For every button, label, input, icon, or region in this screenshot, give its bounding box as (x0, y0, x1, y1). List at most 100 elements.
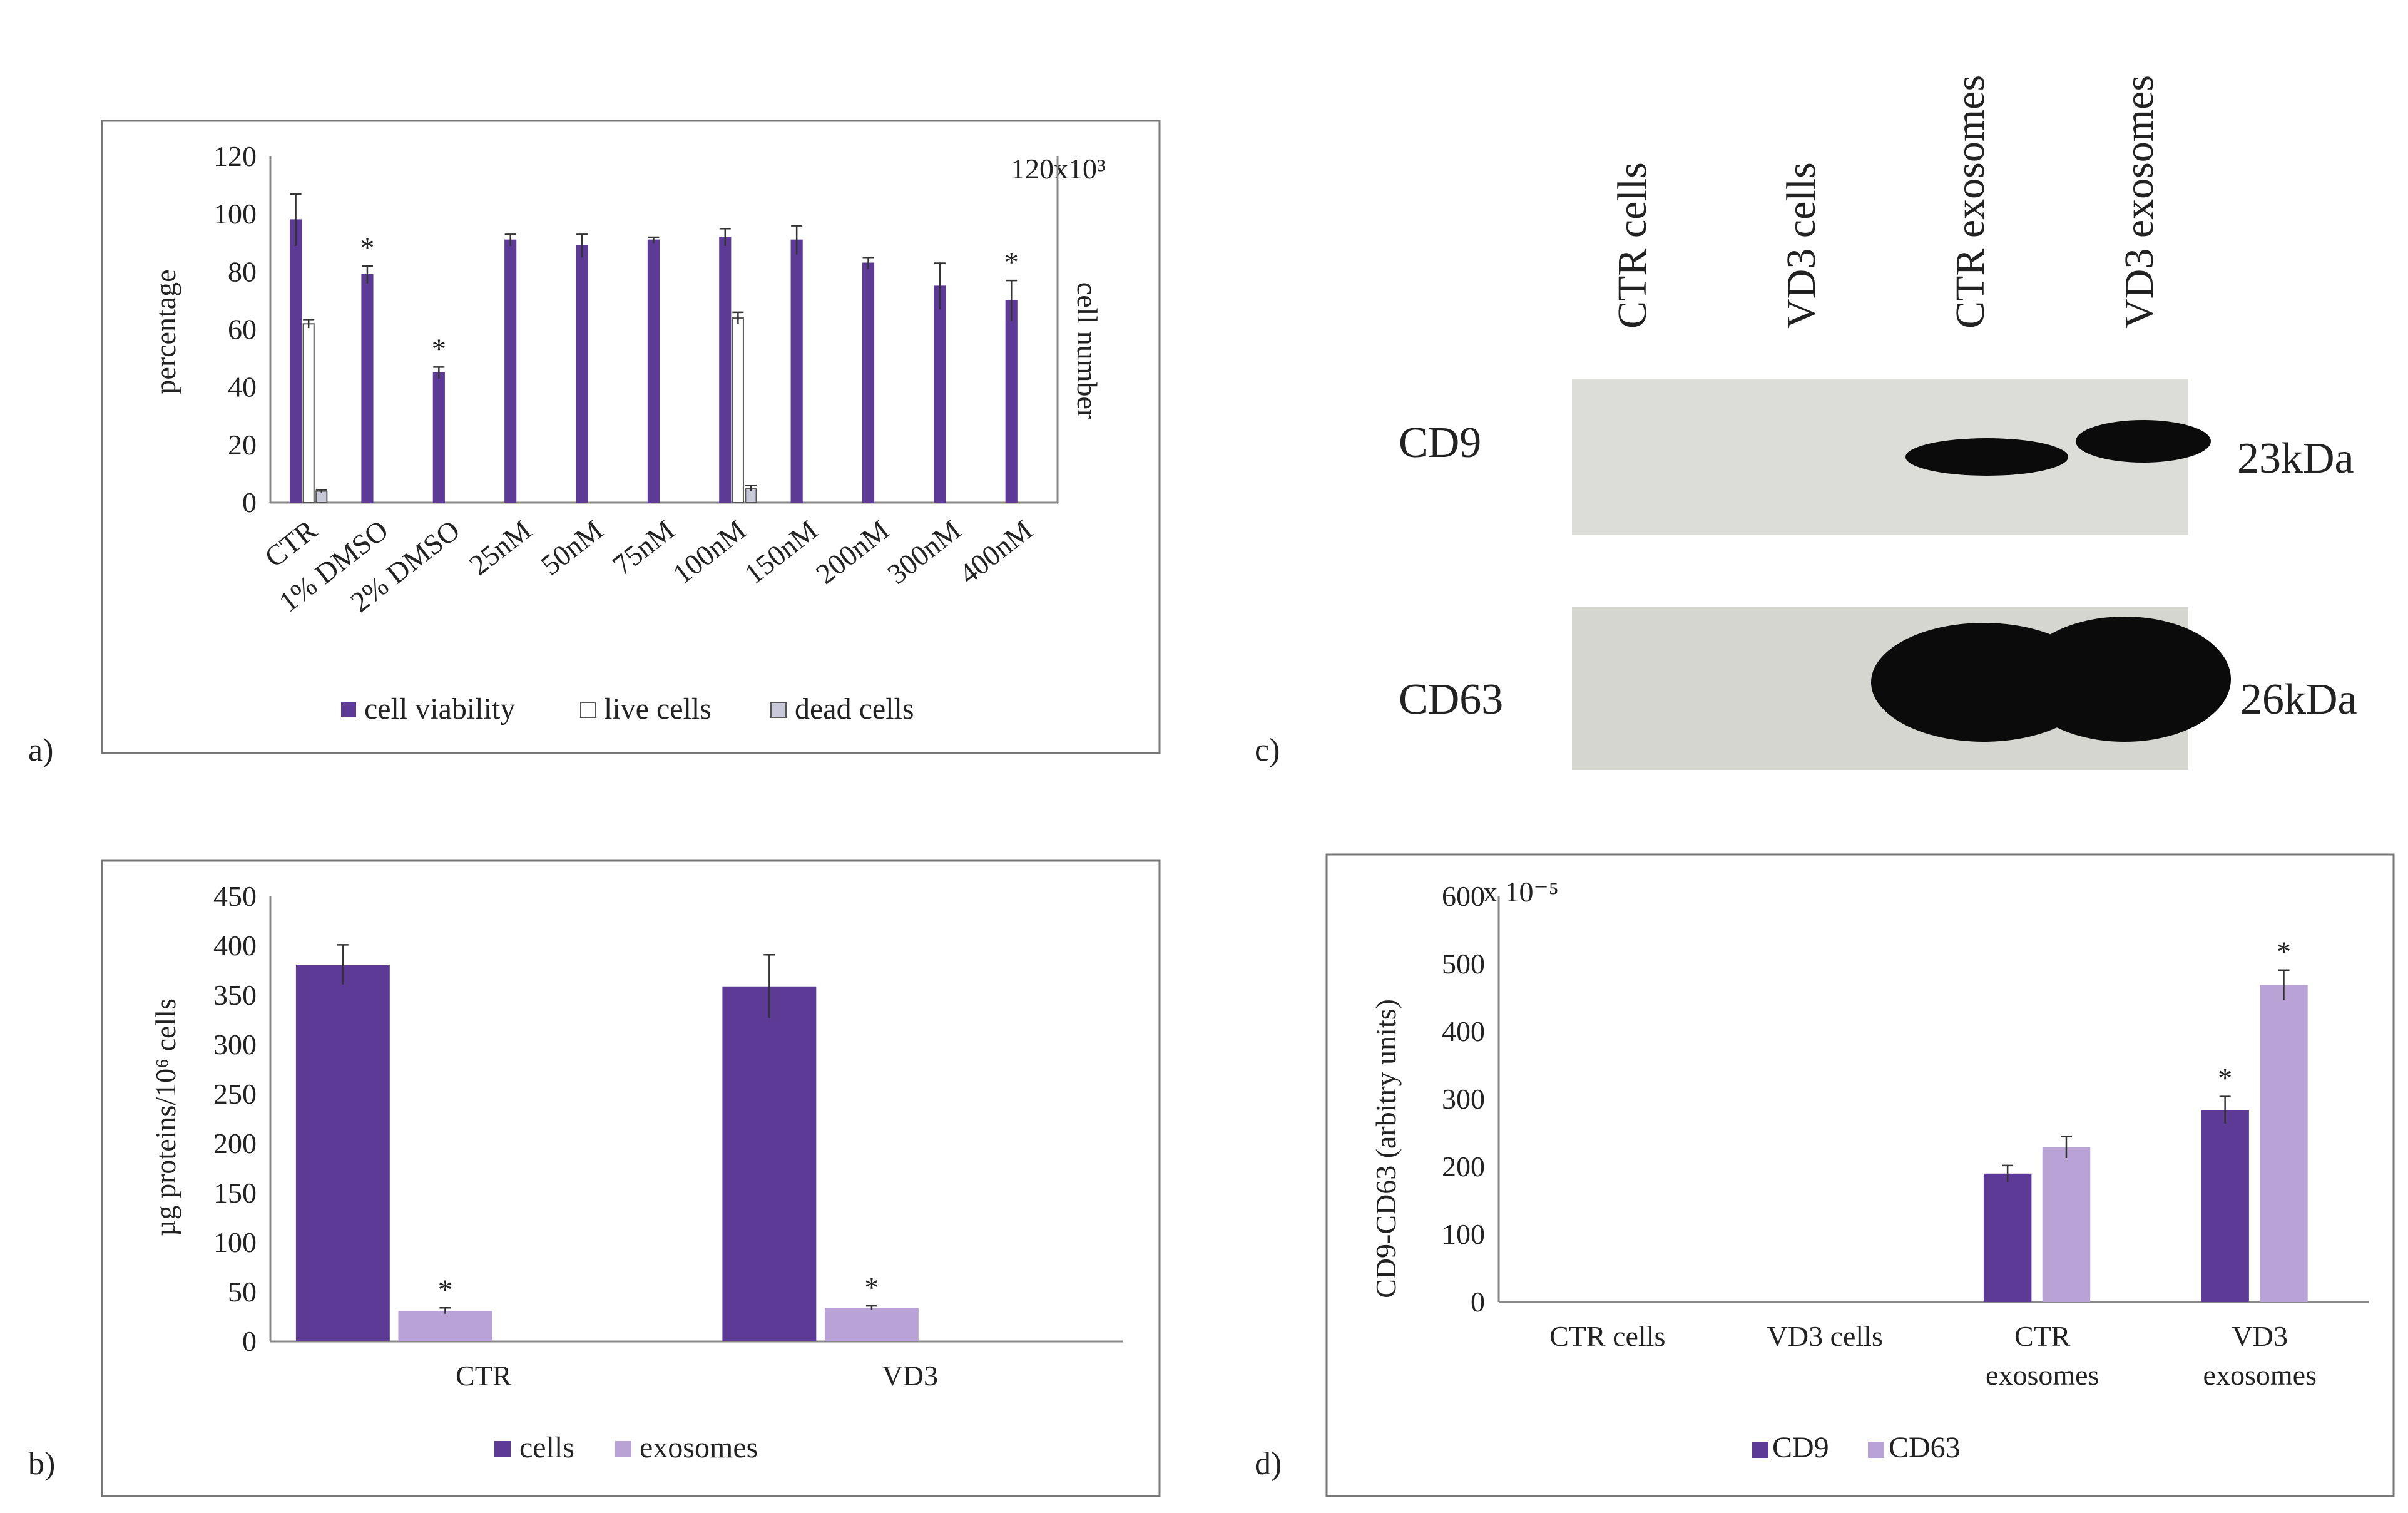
bar-dead-cells-ctr (315, 490, 328, 503)
band-cd9-vd3-exosomes (2076, 420, 2211, 463)
y-tick-label: 300 (213, 1028, 257, 1060)
bar-exosomes-vd3 (824, 1308, 919, 1341)
bar-cd9-vd3-exosomes (2201, 1110, 2249, 1302)
significance-mark: * (864, 1271, 879, 1303)
panel-d-legend: CD9 CD63 (1752, 1431, 1961, 1464)
x-tick-label-line: VD3 (882, 1360, 938, 1392)
lane-label-ctr-exosomes: CTR exosomes (1947, 75, 1993, 329)
x-tick-label: VD3 cells (1767, 1320, 1883, 1352)
bar-cell-viability-400nm (1005, 300, 1018, 503)
legend-label-cells: cells (519, 1431, 574, 1464)
y-tick-label: 350 (213, 979, 257, 1011)
y-tick-label: 400 (1442, 1015, 1485, 1047)
y-tick-label: 400 (213, 930, 257, 962)
y-tick-label: 200 (1442, 1151, 1485, 1182)
y-tick-label: 150 (213, 1177, 257, 1209)
panel-d-plot: 0 100 200 300 400 500 600 CTR cells VD3 cells CTR… (1442, 880, 2369, 1391)
bar-cd63-vd3-exosomes (2260, 985, 2308, 1302)
x-tick-label: 100nM (666, 514, 752, 590)
x-tick-label: 400nM (953, 514, 1038, 590)
y-tick-label: 600 (1442, 880, 1485, 912)
x-tick-label: CTR (456, 1360, 512, 1392)
bar-cell-viability-2-dmso (432, 372, 445, 503)
x-tick-label: CTR exosomes (1986, 1320, 2099, 1391)
y-tick-label: 20 (228, 429, 257, 461)
x-tick-label-line: VD3 cells (1767, 1320, 1883, 1352)
legend-label-dead-cells: dead cells (795, 692, 914, 726)
x-tick-label-line: exosomes (2203, 1359, 2317, 1391)
panel-b-label: b) (28, 1446, 55, 1482)
panel-b-plot: 0 50 100 150 200 250 300 350 400 450 * CTR * VD3 (213, 880, 1123, 1392)
panel-d-frame (1325, 853, 2395, 1497)
significance-mark: * (1004, 246, 1019, 278)
x-tick-label: 300nM (881, 514, 966, 590)
blot-row-label-cd63: CD63 (1399, 675, 1503, 724)
bar-cell-viability-25nm (504, 239, 517, 503)
y-tick-label: 300 (1442, 1083, 1485, 1115)
x-tick-label-line: exosomes (1986, 1359, 2099, 1391)
panel-d-exponent-label: x 10⁻⁵ (1483, 876, 1559, 908)
bar-cells-ctr (295, 965, 390, 1341)
x-tick-label: CTR cells (1549, 1320, 1665, 1352)
blot-row-label-cd9: CD9 (1399, 419, 1481, 467)
panel-a-label: a) (28, 732, 53, 768)
legend-label-cell-viability: cell viability (364, 692, 515, 726)
panel-d: d) CD9-CD63 (arbitry units) x 10⁻⁵ 0 100 2… (1255, 853, 2395, 1497)
bar-cd63-ctr-exosomes (2042, 1147, 2091, 1302)
y-tick-label: 100 (213, 198, 257, 230)
bar-cd9-ctr-exosomes (1983, 1173, 2032, 1302)
band-cd63-vd3-exosomes (2018, 617, 2231, 742)
legend-label-cd63: CD63 (1889, 1431, 1961, 1464)
legend-swatch-cd63 (1868, 1442, 1884, 1458)
y-tick-label: 0 (242, 486, 257, 518)
legend-swatch-cell-viability (341, 702, 356, 717)
panel-a-legend: cell viability live cells dead cells (341, 692, 914, 726)
bar-cell-viability-100nm (719, 237, 732, 503)
legend-swatch-dead-cells (770, 702, 787, 718)
x-tick-label: 200nM (810, 514, 895, 590)
bar-cells-vd3 (722, 986, 817, 1341)
y-tick-label: 100 (213, 1226, 257, 1258)
bar-cell-viability-ctr (290, 219, 302, 503)
significance-mark: * (2218, 1062, 2232, 1094)
y-tick-label: 100 (1442, 1218, 1485, 1250)
significance-mark: * (438, 1273, 452, 1305)
blot-mw-cd63: 26kDa (2240, 675, 2357, 724)
bar-cell-viability-150nm (790, 239, 803, 503)
x-tick-label: 75nM (606, 514, 680, 582)
x-tick-label-line: CTR (456, 1360, 512, 1392)
panel-d-label: d) (1255, 1446, 1282, 1482)
bar-live-cells-ctr (302, 323, 315, 503)
significance-mark: * (360, 232, 374, 264)
panel-d-ylabel: CD9-CD63 (arbitry units) (1370, 999, 1402, 1298)
bar-cell-viability-200nm (862, 262, 875, 503)
x-tick-label-line: VD3 (2232, 1320, 2288, 1352)
legend-label-cd9: CD9 (1772, 1431, 1829, 1464)
bar-cell-viability-75nm (647, 239, 660, 503)
y-tick-label: 200 (213, 1127, 257, 1159)
blot-mw-cd9: 23kDa (2237, 434, 2354, 483)
panel-b-legend: cells exosomes (494, 1431, 758, 1464)
panel-b-frame (101, 859, 1161, 1497)
lane-label-ctr-cells: CTR cells (1610, 162, 1655, 329)
panel-a-ylabel: percentage (150, 269, 181, 394)
legend-swatch-cd9 (1752, 1442, 1768, 1458)
panel-a-y2label: cell number (1071, 282, 1103, 419)
panel-a: a) percentage 120x10³ cell number 020406… (28, 120, 1161, 768)
bar-cell-viability-300nm (934, 285, 946, 503)
y-tick-label: 0 (242, 1325, 257, 1357)
panel-b: b) µg proteins/10⁶ cells 0 50 100 150 200 250… (28, 859, 1161, 1497)
x-tick-label: 50nM (535, 514, 609, 582)
y-tick-label: 250 (213, 1078, 257, 1110)
x-tick-label: 25nM (463, 514, 537, 582)
panel-c: c) CTR cells VD3 cells CTR exosomes VD3 … (1255, 75, 2357, 770)
y-tick-label: 80 (228, 255, 257, 287)
y-tick-label: 50 (228, 1276, 257, 1308)
significance-mark: * (432, 332, 446, 364)
x-tick-label: VD3 exosomes (2203, 1320, 2317, 1391)
y-tick-label: 120 (213, 140, 257, 172)
x-tick-label-line: CTR (2014, 1320, 2071, 1352)
bar-cell-viability-50nm (576, 245, 588, 503)
